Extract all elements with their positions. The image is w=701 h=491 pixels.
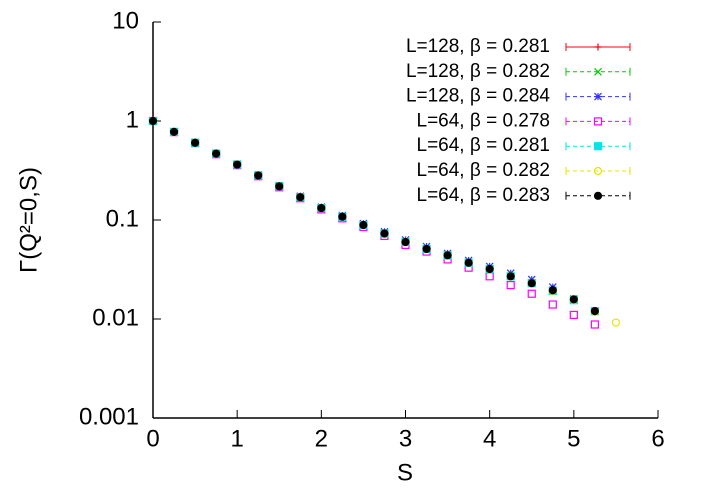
data-point bbox=[506, 281, 515, 290]
data-point bbox=[296, 193, 305, 202]
legend-marker bbox=[593, 191, 603, 200]
data-point bbox=[590, 320, 599, 329]
legend-label: L=128, β = 0.281 bbox=[406, 36, 550, 57]
data-point bbox=[338, 212, 347, 221]
data-point bbox=[506, 272, 515, 281]
x-tick-label: 3 bbox=[399, 425, 412, 452]
data-point bbox=[359, 220, 368, 230]
data-point bbox=[380, 229, 389, 238]
data-point bbox=[401, 237, 410, 247]
data-point bbox=[422, 244, 431, 254]
legend-label: L=64, β = 0.282 bbox=[417, 160, 550, 181]
legend-label: L=64, β = 0.283 bbox=[417, 185, 550, 206]
data-point bbox=[548, 286, 557, 295]
legend-marker bbox=[593, 166, 603, 176]
data-point bbox=[275, 182, 284, 191]
data-point bbox=[464, 258, 473, 267]
legend-label: L=64, β = 0.278 bbox=[417, 110, 550, 131]
y-tick-label: 0.01 bbox=[92, 304, 139, 331]
data-point bbox=[485, 264, 494, 274]
data-point bbox=[590, 307, 599, 316]
x-tick-label: 2 bbox=[315, 425, 328, 452]
data-point bbox=[569, 295, 578, 304]
legend-label: L=128, β = 0.282 bbox=[406, 61, 550, 82]
legend-marker bbox=[593, 117, 603, 126]
x-tick-label: 0 bbox=[146, 425, 159, 452]
x-axis-label: S bbox=[397, 459, 413, 486]
data-point bbox=[317, 203, 326, 213]
y-tick-label: 10 bbox=[112, 7, 139, 34]
data-point bbox=[148, 116, 158, 126]
y-tick-label: 1 bbox=[126, 106, 139, 133]
data-point bbox=[254, 171, 263, 180]
y-axis-label: Γ(Q²=0,S) bbox=[15, 167, 42, 273]
data-point bbox=[443, 251, 452, 260]
data-point bbox=[548, 300, 557, 309]
legend-marker bbox=[593, 142, 603, 151]
data-point bbox=[569, 310, 578, 320]
x-tick-label: 4 bbox=[483, 425, 496, 452]
x-tick-label: 5 bbox=[567, 425, 580, 452]
data-point bbox=[212, 149, 221, 158]
x-tick-label: 1 bbox=[230, 425, 243, 452]
data-point bbox=[527, 289, 536, 298]
x-tick-label: 6 bbox=[651, 425, 664, 452]
data-point bbox=[611, 318, 621, 327]
data-point bbox=[190, 138, 200, 147]
y-tick-label: 0.1 bbox=[106, 205, 139, 232]
data-point bbox=[169, 127, 179, 137]
data-point bbox=[527, 279, 536, 288]
y-tick-label: 0.001 bbox=[79, 403, 139, 430]
data-point bbox=[233, 160, 242, 169]
legend-marker bbox=[594, 92, 602, 101]
legend-label: L=64, β = 0.281 bbox=[417, 135, 550, 156]
legend-marker bbox=[594, 67, 602, 76]
data-point bbox=[485, 272, 494, 281]
legend-marker bbox=[594, 43, 602, 51]
legend-label: L=128, β = 0.284 bbox=[406, 86, 550, 107]
